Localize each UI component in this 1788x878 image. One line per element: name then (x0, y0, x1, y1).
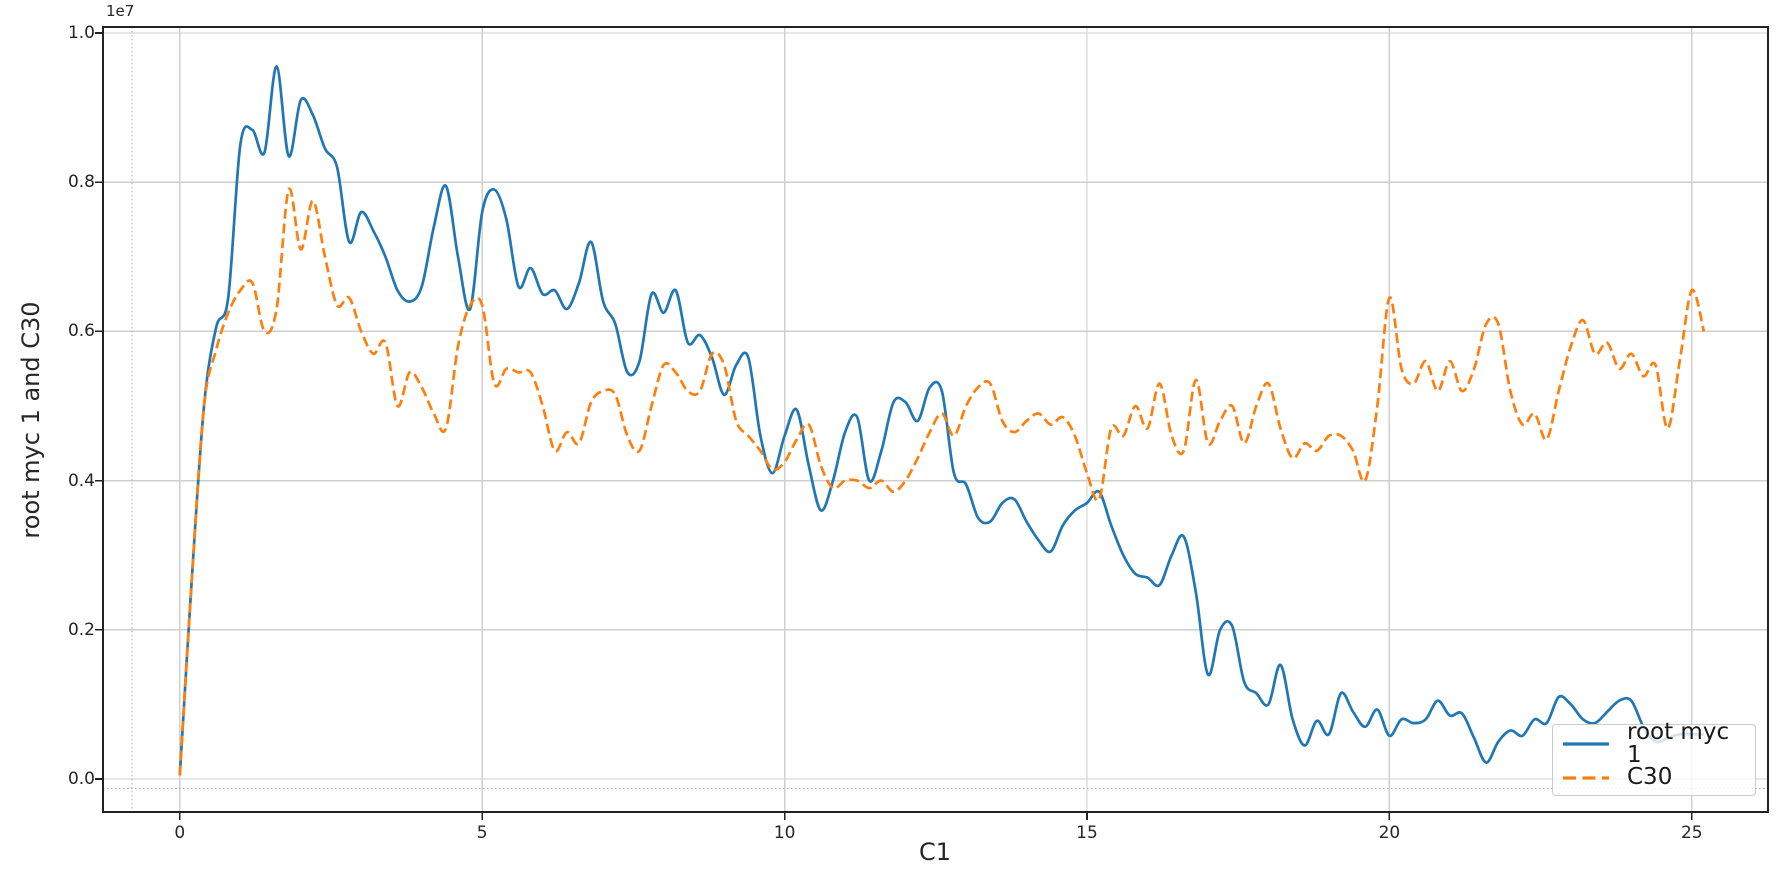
series-line-c30 (178, 187, 1706, 776)
x-tick-label-15: 15 (1076, 823, 1098, 843)
y-tick-label-0.4: 0.4 (67, 470, 95, 491)
x-axis-label: C1 (918, 838, 952, 866)
y-tick-label-0.8: 0.8 (67, 172, 95, 193)
y-tick-label-1.0: 1.0 (67, 22, 95, 43)
legend-item-c30: C30 (1561, 764, 1747, 791)
legend-label: C30 (1627, 764, 1673, 790)
y-tick-label-0.2: 0.2 (67, 619, 95, 640)
legend-item-root-myc-1: root myc 1 (1561, 721, 1747, 767)
series-line-root-myc-1 (178, 65, 1704, 776)
x-tick-label-0: 0 (174, 823, 186, 843)
y-tick-label-0.6: 0.6 (67, 321, 95, 342)
legend: root myc 1 C30 (1552, 721, 1756, 796)
legend-label: root myc 1 (1627, 719, 1730, 768)
x-tick-label-25: 25 (1680, 823, 1703, 843)
x-tick-label-10: 10 (773, 823, 796, 843)
y-tick-label-0.0: 0.0 (67, 769, 95, 790)
legend-line-dashed-icon (1563, 775, 1609, 780)
axes-frame (102, 26, 1769, 813)
legend-line-solid-icon (1563, 742, 1609, 746)
y-axis-label: root myc 1 and C30 (17, 301, 45, 539)
x-tick-label-20: 20 (1378, 823, 1401, 843)
y-axis-offset-text: 1e7 (106, 2, 135, 20)
x-tick-label-5: 5 (476, 823, 488, 843)
